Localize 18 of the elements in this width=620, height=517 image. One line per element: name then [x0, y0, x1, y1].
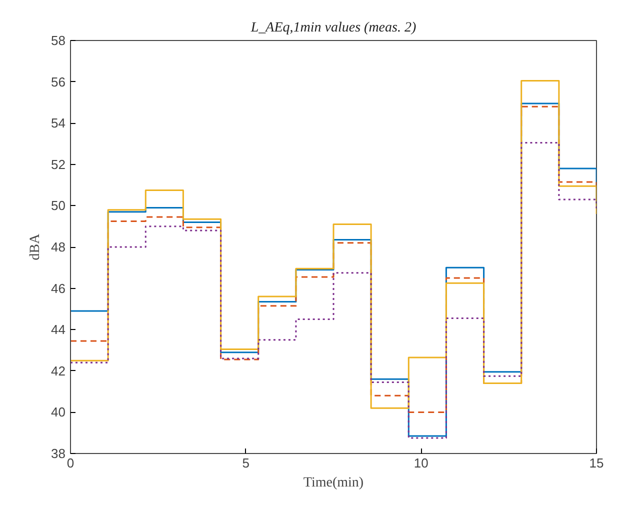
y-axis-title: dBA	[28, 232, 44, 260]
x-tick-label: 15	[589, 456, 604, 470]
y-tick-label: 48	[51, 240, 66, 254]
y-tick-label: 56	[51, 74, 66, 90]
x-tick-label: 0	[66, 456, 74, 470]
x-axis-title: Time(min)	[303, 476, 364, 490]
y-tick-label: 50	[51, 198, 66, 214]
x-tick-label: 5	[242, 456, 250, 470]
y-tick-label: 46	[51, 280, 66, 296]
y-tick-label: 40	[51, 404, 66, 420]
x-tick-label: 10	[414, 456, 428, 470]
chart-title: L_AEq,1min values (meas. 2)	[250, 20, 416, 36]
y-tick-label: 38	[51, 446, 66, 461]
y-tick-label: 58	[51, 33, 66, 48]
y-tick-label: 54	[51, 116, 66, 131]
y-tick-label: 52	[51, 156, 66, 172]
y-tick-label: 42	[51, 363, 66, 378]
y-tick-label: 44	[51, 322, 66, 338]
